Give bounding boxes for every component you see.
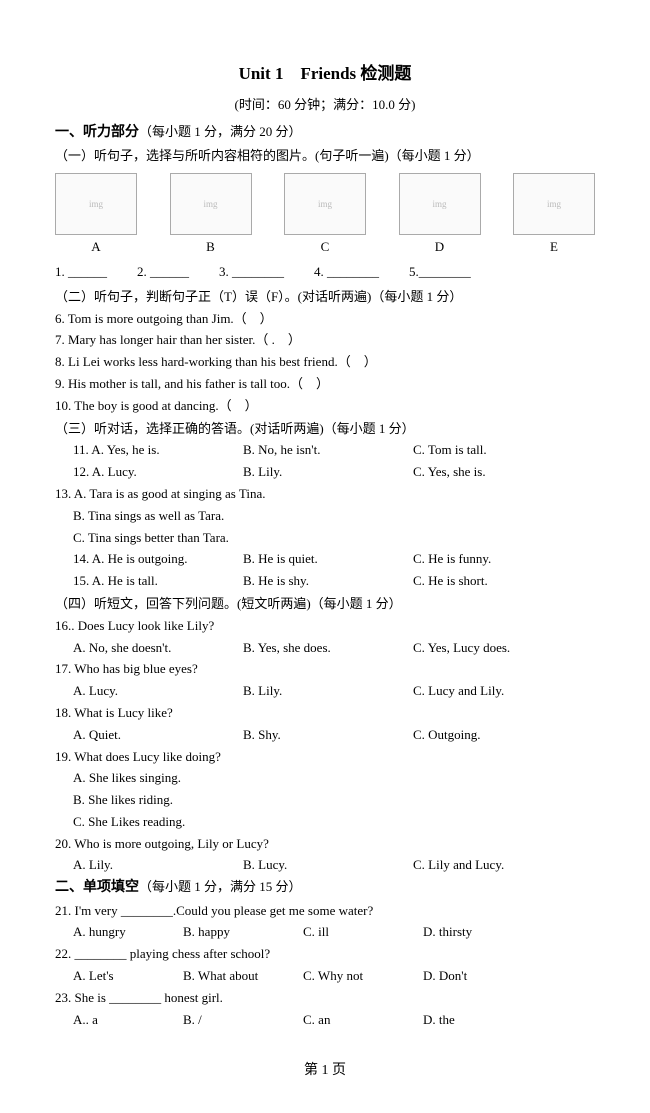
q14-b: B. He is quiet. (243, 549, 413, 570)
q22-opts: A. Let's B. What about C. Why not D. Don… (73, 966, 595, 987)
q17-opts: A. Lucy. B. Lily. C. Lucy and Lily. (73, 681, 595, 702)
q23-b: B. / (183, 1010, 303, 1031)
q19: 19. What does Lucy like doing? (55, 747, 595, 768)
q16-opts: A. No, she doesn't. B. Yes, she does. C.… (73, 638, 595, 659)
s1-sub3: （三）听对话，选择正确的答语。(对话听两遍)（每小题 1 分） (55, 419, 595, 440)
q12-b: B. Lily. (243, 462, 413, 483)
blank-4: 4. ________ (314, 262, 379, 283)
s1-header-text: 一、听力部分 (55, 125, 139, 140)
q6: 6. Tom is more outgoing than Jim.（ ） (55, 309, 595, 330)
section-2-header: 二、单项填空（每小题 1 分，满分 15 分） (55, 877, 595, 899)
q21-opts: A. hungry B. happy C. ill D. thirsty (73, 922, 595, 943)
section-1-header: 一、听力部分（每小题 1 分，满分 20 分） (55, 122, 595, 144)
s2-header-text: 二、单项填空 (55, 880, 139, 895)
q11-c: C. Tom is tall. (413, 440, 573, 461)
s2-note: （每小题 1 分，满分 15 分） (139, 879, 302, 894)
image-b: img (170, 173, 252, 235)
q13-b: B. Tina sings as well as Tara. (73, 506, 595, 527)
q15: 15. A. He is tall. B. He is shy. C. He i… (73, 571, 595, 592)
q14: 14. A. He is outgoing. B. He is quiet. C… (73, 549, 595, 570)
q22-d: D. Don't (423, 966, 533, 987)
image-d: img (399, 173, 481, 235)
q8: 8. Li Lei works less hard-working than h… (55, 352, 595, 373)
q23-d: D. the (423, 1010, 533, 1031)
label-b: B (170, 237, 252, 258)
q18: 18. What is Lucy like? (55, 703, 595, 724)
q11-b: B. No, he isn't. (243, 440, 413, 461)
q19-c: C. She Likes reading. (73, 812, 595, 833)
q12-a: 12. A. Lucy. (73, 462, 243, 483)
q15-a: 15. A. He is tall. (73, 571, 243, 592)
q19-b: B. She likes riding. (73, 790, 595, 811)
subtitle: (时间：60 分钟；满分：10.0 分) (55, 95, 595, 116)
q18-b: B. Shy. (243, 725, 413, 746)
label-e: E (513, 237, 595, 258)
q12-c: C. Yes, she is. (413, 462, 573, 483)
q19-a: A. She likes singing. (73, 768, 595, 789)
blank-2: 2. ______ (137, 262, 189, 283)
q23-c: C. an (303, 1010, 423, 1031)
image-c: img (284, 173, 366, 235)
q11-a: 11. A. Yes, he is. (73, 440, 243, 461)
q15-b: B. He is shy. (243, 571, 413, 592)
s1-sub2: （二）听句子，判断句子正（T）误（F）。(对话听两遍)（每小题 1 分） (55, 287, 595, 308)
q13-c: C. Tina sings better than Tara. (73, 528, 595, 549)
label-c: C (284, 237, 366, 258)
q13-a: 13. A. Tara is as good at singing as Tin… (55, 484, 595, 505)
q7: 7. Mary has longer hair than her sister.… (55, 330, 595, 351)
q21: 21. I'm very ________.Could you please g… (55, 901, 595, 922)
label-a: A (55, 237, 137, 258)
q17-c: C. Lucy and Lily. (413, 681, 573, 702)
q22: 22. ________ playing chess after school? (55, 944, 595, 965)
q18-opts: A. Quiet. B. Shy. C. Outgoing. (73, 725, 595, 746)
q16-c: C. Yes, Lucy does. (413, 638, 573, 659)
q23: 23. She is ________ honest girl. (55, 988, 595, 1009)
q20: 20. Who is more outgoing, Lily or Lucy? (55, 834, 595, 855)
q14-a: 14. A. He is outgoing. (73, 549, 243, 570)
image-row: img img img img img (55, 173, 595, 235)
label-d: D (399, 237, 481, 258)
q14-c: C. He is funny. (413, 549, 573, 570)
q22-b: B. What about (183, 966, 303, 987)
q20-c: C. Lily and Lucy. (413, 855, 573, 876)
page-number: 第 1 页 (55, 1060, 595, 1082)
q10: 10. The boy is good at dancing.（ ） (55, 396, 595, 417)
q12: 12. A. Lucy. B. Lily. C. Yes, she is. (73, 462, 595, 483)
blank-3: 3. ________ (219, 262, 284, 283)
q16-a: A. No, she doesn't. (73, 638, 243, 659)
q18-a: A. Quiet. (73, 725, 243, 746)
q16-b: B. Yes, she does. (243, 638, 413, 659)
q20-opts: A. Lily. B. Lucy. C. Lily and Lucy. (73, 855, 595, 876)
q16: 16.. Does Lucy look like Lily? (55, 616, 595, 637)
q9: 9. His mother is tall, and his father is… (55, 374, 595, 395)
q20-b: B. Lucy. (243, 855, 413, 876)
q21-b: B. happy (183, 922, 303, 943)
s1-sub1: （一）听句子，选择与所听内容相符的图片。(句子听一遍)（每小题 1 分） (55, 146, 595, 167)
q21-a: A. hungry (73, 922, 183, 943)
q22-c: C. Why not (303, 966, 423, 987)
q23-opts: A.. a B. / C. an D. the (73, 1010, 595, 1031)
q17-b: B. Lily. (243, 681, 413, 702)
q15-c: C. He is short. (413, 571, 573, 592)
s1-note: （每小题 1 分，满分 20 分） (139, 124, 302, 139)
blank-1: 1. ______ (55, 262, 107, 283)
image-e: img (513, 173, 595, 235)
blank-row: 1. ______ 2. ______ 3. ________ 4. _____… (55, 262, 595, 283)
q17-a: A. Lucy. (73, 681, 243, 702)
q18-c: C. Outgoing. (413, 725, 573, 746)
blank-5: 5.________ (409, 262, 471, 283)
q21-d: D. thirsty (423, 922, 533, 943)
q21-c: C. ill (303, 922, 423, 943)
q11: 11. A. Yes, he is. B. No, he isn't. C. T… (73, 440, 595, 461)
q22-a: A. Let's (73, 966, 183, 987)
q20-a: A. Lily. (73, 855, 243, 876)
q17: 17. Who has big blue eyes? (55, 659, 595, 680)
image-a: img (55, 173, 137, 235)
s1-sub4: （四）听短文，回答下列问题。(短文听两遍)（每小题 1 分） (55, 594, 595, 615)
image-label-row: A B C D E (55, 237, 595, 258)
q23-a: A.. a (73, 1010, 183, 1031)
page-title: Unit 1 Friends 检测题 (55, 60, 595, 87)
